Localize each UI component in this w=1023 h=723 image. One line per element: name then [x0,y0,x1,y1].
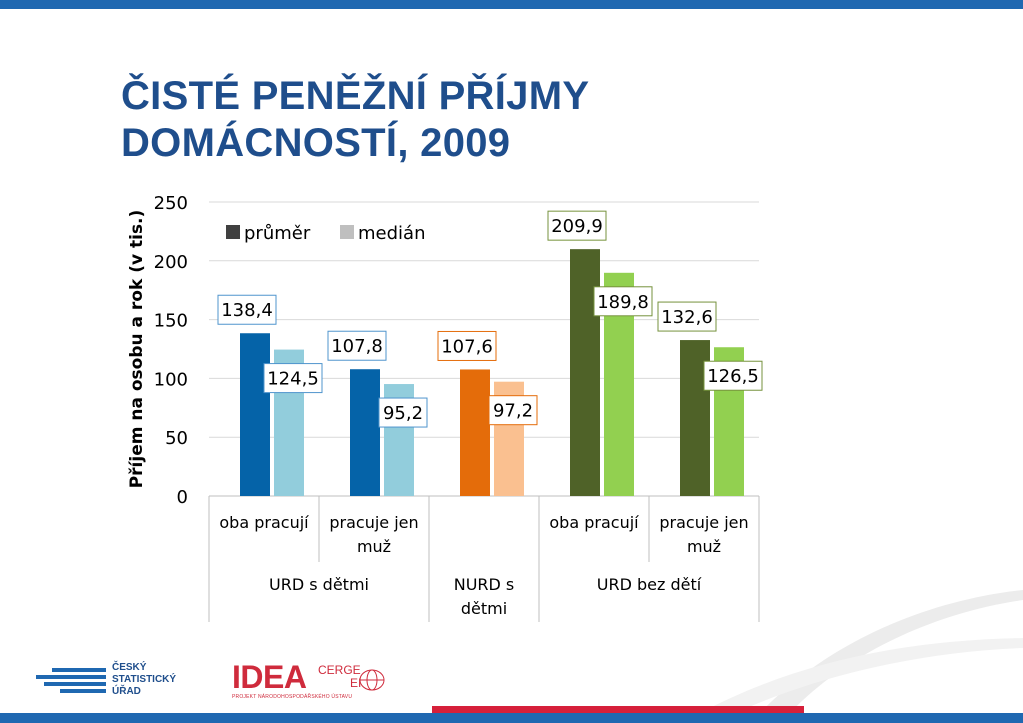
legend-swatch [340,225,354,239]
bar-mean [570,249,600,496]
idea-logo-cerge: CERGE [318,663,361,677]
group-label: URD bez dětí [597,575,702,594]
x-tick-label: oba pracují [219,513,309,532]
csu-logo-text: ČESKÝ STATISTICKÝ ÚŘAD [112,662,176,698]
data-label-median: 124,5 [267,369,319,390]
csu-logo-line-2: STATISTICKÝ [112,674,177,685]
csu-logo-line-1: ČESKÝ [112,662,147,673]
data-label-mean: 209,9 [551,216,603,237]
y-tick-label: 200 [154,252,188,273]
x-tick-label: muž [687,537,721,556]
bar-mean [240,333,270,496]
legend-label: medián [358,223,425,244]
y-tick-label: 100 [154,369,188,390]
data-label-box-median [263,363,323,394]
y-tick-label: 0 [177,487,188,508]
data-label-box-median [378,397,428,428]
y-axis-title: Příjem na osobu a rok (v tis.) [127,210,147,489]
idea-logo: IDEA CERGE EI PROJEKT NÁRODOHOSPODÁŘSKÉH… [232,660,392,700]
group-label: dětmi [461,599,507,618]
idea-logo-ei: EI [350,676,362,690]
y-tick-label: 150 [154,311,188,332]
x-tick-label: pracuje jen [329,513,418,532]
legend-swatch [226,225,240,239]
top-bar [0,0,1023,9]
x-tick-label: muž [357,537,391,556]
csu-logo: ČESKÝ STATISTICKÝ ÚŘAD [36,662,196,702]
csu-logo-lines [36,668,106,693]
data-label-median: 189,8 [597,292,649,313]
data-label-box-median [593,286,653,317]
bottom-red-stripe [432,706,804,713]
data-label-mean: 107,6 [441,336,493,357]
bar-mean [460,369,490,496]
data-label-box-mean [547,210,607,241]
data-label-median: 95,2 [383,403,423,424]
group-label: NURD s [454,575,515,594]
legend-label: průměr [244,223,311,244]
title-line-2: DOMÁCNOSTÍ, 2009 [121,121,511,165]
idea-logo-subtitle: PROJEKT NÁRODOHOSPODÁŘSKÉHO ÚSTAVU [232,694,353,700]
page-title: ČISTÉ PENĚŽNÍ PŘÍJMY DOMÁCNOSTÍ, 2009 [121,73,589,167]
data-label-box-median [488,395,538,426]
title-line-1: ČISTÉ PENĚŽNÍ PŘÍJMY [121,74,590,118]
idea-logo-word: IDEA [232,659,307,695]
data-label-box-median [703,360,763,391]
data-label-median: 126,5 [707,366,759,387]
data-label-mean: 132,6 [661,307,713,328]
bottom-bar [0,713,1023,723]
data-label-box-mean [327,330,387,361]
data-label-mean: 138,4 [221,300,273,321]
x-tick-label: oba pracují [549,513,639,532]
data-label-box-mean [217,294,277,325]
x-tick-label: pracuje jen [659,513,748,532]
csu-logo-line-3: ÚŘAD [112,686,141,697]
data-label-box-mean [437,330,497,361]
y-tick-label: 50 [165,428,188,449]
bar-mean [350,369,380,496]
data-label-mean: 107,8 [331,336,383,357]
bar-chart: 0 50 100 150 200 250 Příjem na osobu a rok (v … [127,193,763,622]
data-label-median: 97,2 [493,401,533,422]
group-label: URD s dětmi [269,575,369,594]
data-label-box-mean [657,301,717,332]
y-tick-label: 250 [154,193,188,214]
globe-icon [359,669,385,691]
